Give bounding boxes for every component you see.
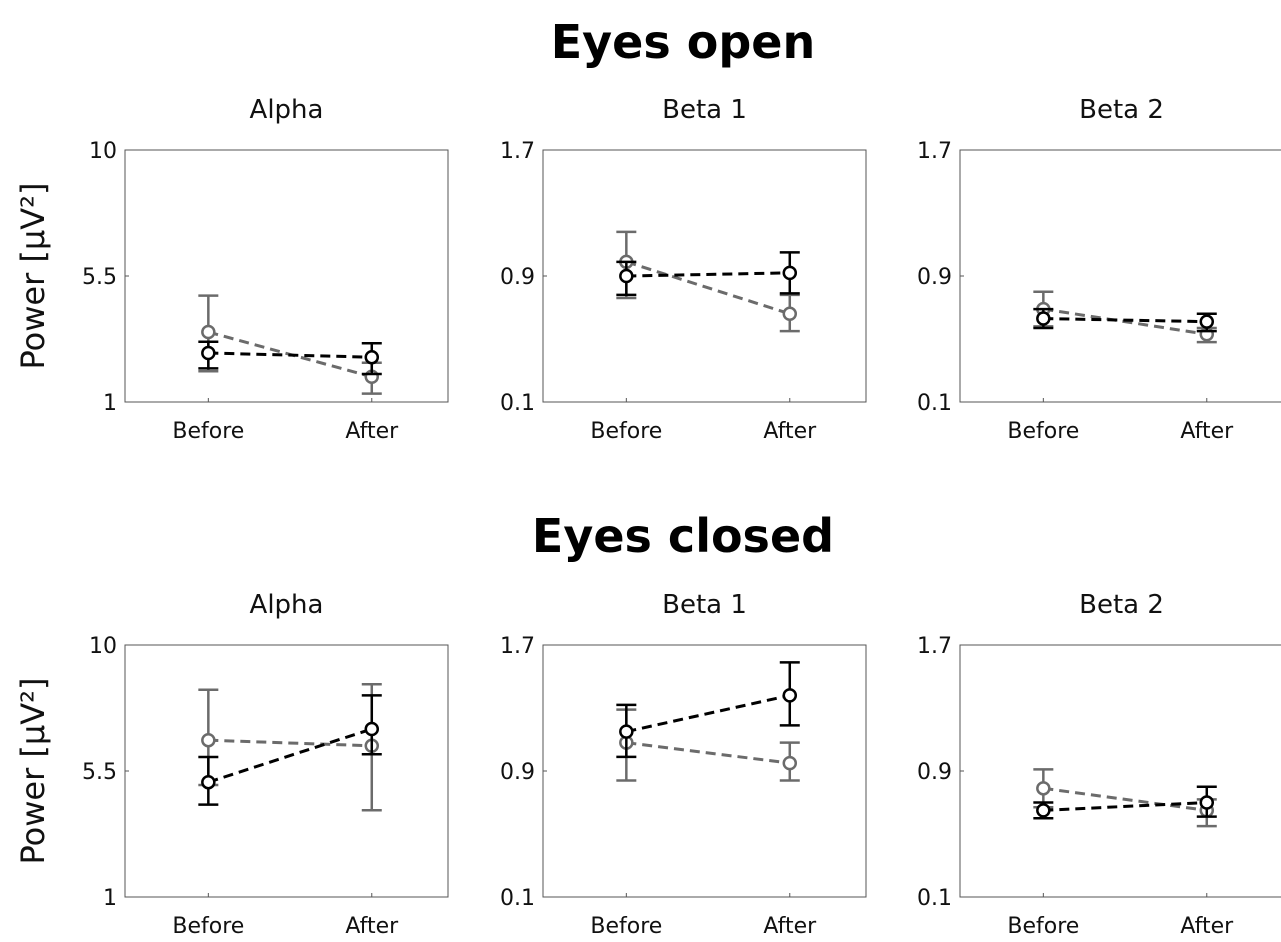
x-tick-label: After [345, 914, 399, 939]
panel-title: Alpha [250, 95, 324, 125]
section-title-eyes-open: Eyes open [551, 15, 815, 69]
chart-panel: Beta 1 0.1 0.9 1.7 Before After [500, 95, 867, 444]
chart-panel: Beta 2 0.1 0.9 1.7 Before After [917, 590, 1281, 939]
data-point [201, 732, 216, 748]
y-tick-label: 0.1 [500, 886, 535, 911]
y-tick-label: 0.9 [500, 265, 535, 290]
x-tick-label: After [763, 419, 817, 444]
chart-panel: Alpha 1 5.5 10 Before After Power [μV²] [14, 95, 449, 444]
y-tick-label: 0.9 [917, 760, 952, 785]
panel-title: Beta 2 [1079, 95, 1164, 125]
y-tick-label: 1.7 [917, 139, 952, 164]
y-tick-label: 0.1 [917, 886, 952, 911]
series-group_b [616, 230, 800, 333]
data-point [619, 268, 634, 284]
data-point [782, 755, 798, 771]
series-group_b [616, 708, 800, 782]
y-tick-label: 5.5 [82, 760, 117, 785]
data-point [364, 721, 380, 737]
y-tick-label: 1 [103, 886, 117, 911]
data-point [1199, 314, 1215, 329]
x-tick-label: Before [590, 914, 662, 939]
series-line [1043, 317, 1207, 324]
series-line [208, 738, 372, 748]
series-line [208, 351, 372, 359]
data-point [201, 774, 216, 790]
plot-frame [542, 149, 867, 403]
x-tick-label: Before [1007, 419, 1079, 444]
data-point [619, 724, 634, 739]
x-tick-label: Before [590, 419, 662, 444]
series-group_a [198, 694, 382, 806]
y-tick-label: 0.9 [917, 265, 952, 290]
data-point [364, 349, 380, 365]
x-tick-label: After [763, 914, 817, 939]
data-point [1199, 795, 1215, 810]
y-tick-label: 0.9 [500, 760, 535, 785]
data-point [782, 306, 798, 322]
series-line [1043, 307, 1208, 336]
plot-frame [124, 149, 449, 403]
chart-panel: Beta 2 0.1 0.9 1.7 Before After [917, 95, 1281, 444]
data-point [201, 345, 216, 361]
data-point [782, 265, 798, 281]
series-line [626, 271, 790, 278]
y-tick-label: 0.1 [917, 391, 952, 416]
x-tick-label: After [345, 419, 399, 444]
x-tick-label: Before [172, 914, 244, 939]
plot-frame [959, 149, 1281, 403]
data-point [1036, 803, 1051, 818]
y-tick-label: 1.7 [500, 139, 535, 164]
y-tick-label: 1 [103, 391, 117, 416]
series-line [1043, 801, 1207, 812]
chart-panel: Beta 1 0.1 0.9 1.7 Before After [500, 590, 867, 939]
y-tick-label: 1.7 [917, 634, 952, 659]
data-point [201, 324, 216, 340]
series-group_a [198, 340, 382, 376]
series-line [626, 741, 790, 765]
panel-title: Alpha [250, 590, 324, 620]
series-group_b [1033, 768, 1217, 828]
series-line [625, 260, 791, 316]
series-group_b [1033, 290, 1217, 344]
y-tick-label: 0.1 [500, 391, 535, 416]
data-point [1036, 781, 1051, 796]
series-line [207, 727, 373, 784]
series-group_a [1033, 785, 1217, 820]
section-title-eyes-closed: Eyes closed [532, 509, 834, 563]
x-tick-label: Before [172, 419, 244, 444]
panel-title: Beta 1 [662, 95, 747, 125]
x-tick-label: After [1180, 914, 1234, 939]
plot-frame [124, 644, 449, 898]
y-tick-label: 1.7 [500, 634, 535, 659]
series-group_a [616, 251, 800, 297]
series-group_a [616, 661, 800, 759]
y-tick-label: 10 [89, 139, 117, 164]
panel-title: Beta 2 [1079, 590, 1164, 620]
y-tick-label: 10 [89, 634, 117, 659]
x-tick-label: Before [1007, 914, 1079, 939]
chart-panels: Alpha 1 5.5 10 Before After Power [μV²] Beta 1 0… [14, 95, 1281, 939]
y-tick-label: 5.5 [82, 265, 117, 290]
series-line [626, 693, 791, 734]
series-group_b [198, 682, 382, 812]
chart-panel: Alpha 1 5.5 10 Before After Power [μV²] [14, 590, 449, 939]
data-point [782, 688, 798, 703]
y-axis-label: Power [μV²] [14, 678, 52, 865]
plot-frame [959, 644, 1281, 898]
x-tick-label: After [1180, 419, 1234, 444]
data-point [1036, 311, 1051, 326]
plot-frame [542, 644, 867, 898]
series-group_b [198, 294, 382, 395]
y-axis-label: Power [μV²] [14, 183, 52, 370]
series-group_a [1033, 307, 1217, 333]
series-line [1043, 786, 1207, 812]
panel-title: Beta 1 [662, 590, 747, 620]
